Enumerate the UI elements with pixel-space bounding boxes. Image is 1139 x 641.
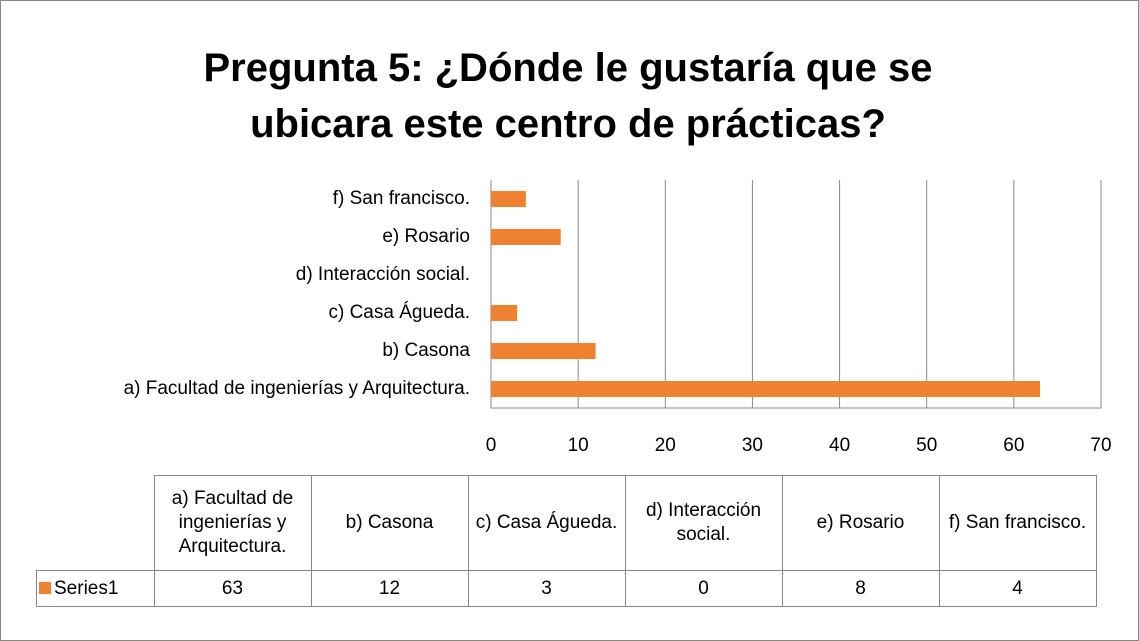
x-tick-label: 50 <box>916 435 937 456</box>
chart-title: Pregunta 5: ¿Dónde le gustaría que se ub… <box>203 46 933 146</box>
table-category: c) Casa Águeda. <box>467 475 626 571</box>
bar <box>491 229 561 245</box>
table-value: 12 <box>310 570 469 607</box>
table-value: 3 <box>467 570 626 607</box>
x-tick-label: 40 <box>829 435 850 456</box>
y-tick-label: f) San francisco. <box>333 188 470 209</box>
legend-label: Series1 <box>54 577 119 599</box>
table-value: 63 <box>153 570 312 607</box>
y-tick-label: c) Casa Águeda. <box>328 302 470 323</box>
table-category: f) San francisco. <box>938 475 1097 571</box>
x-tick-label: 0 <box>486 435 497 456</box>
table-header-row: a) Facultad de ingenierías y Arquitectur… <box>36 475 1097 571</box>
table-category: a) Facultad de ingenierías y Arquitectur… <box>153 475 312 571</box>
table-category: e) Rosario <box>781 475 940 571</box>
x-tick-label: 20 <box>655 435 676 456</box>
y-tick-label: e) Rosario <box>382 226 470 247</box>
legend-cell: Series1 <box>36 570 155 607</box>
y-tick-label: d) Interacción social. <box>296 264 470 285</box>
table-value-row: Series1 63 12 3 0 8 4 <box>36 570 1097 607</box>
bar <box>491 305 518 321</box>
data-table: a) Facultad de ingenierías y Arquitectur… <box>36 475 1097 607</box>
bar <box>491 191 526 207</box>
bar <box>491 343 596 359</box>
x-tick-label: 30 <box>742 435 763 456</box>
y-tick-label: b) Casona <box>382 340 470 361</box>
table-category: d) Interacción social. <box>624 475 783 571</box>
x-tick-label: 60 <box>1003 435 1024 456</box>
x-tick-label: 70 <box>1090 435 1111 456</box>
table-value: 4 <box>938 570 1097 607</box>
table-category: b) Casona <box>310 475 469 571</box>
legend-key <box>39 581 51 594</box>
x-tick-label: 10 <box>568 435 589 456</box>
table-value: 0 <box>624 570 783 607</box>
table-value: 8 <box>781 570 940 607</box>
bar <box>491 381 1040 397</box>
y-tick-label: a) Facultad de ingenierías y Arquitectur… <box>124 378 470 399</box>
empty-cell <box>36 475 155 571</box>
